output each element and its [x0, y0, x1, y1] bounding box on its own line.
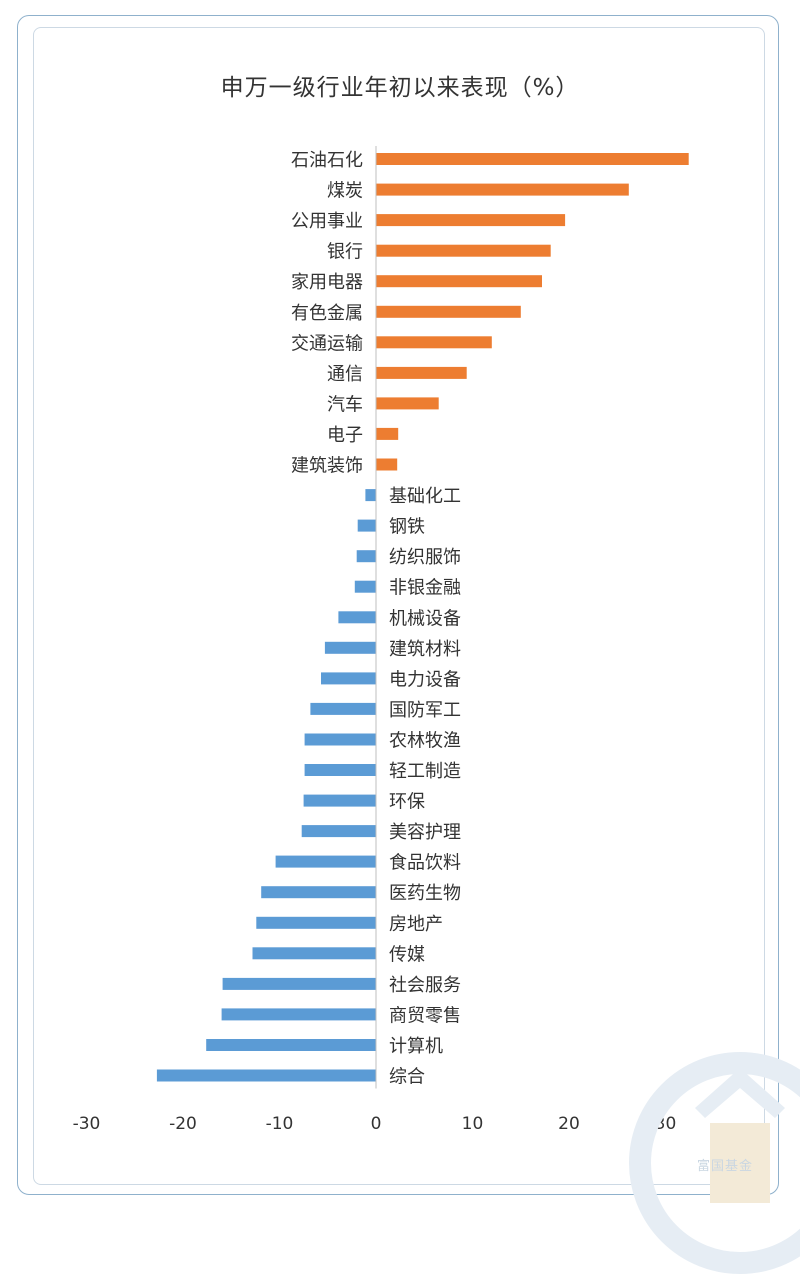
category-label-16: 建筑材料 [389, 639, 461, 660]
category-label-15: 机械设备 [389, 608, 461, 629]
bar-1 [376, 183, 629, 196]
bar-18 [310, 702, 376, 715]
x-tick-label-2: -10 [266, 1114, 294, 1134]
bar-0 [376, 153, 689, 165]
bar-27 [222, 977, 376, 990]
bar-16 [324, 641, 376, 654]
category-label-14: 非银金融 [389, 578, 461, 599]
category-label-12: 钢铁 [389, 517, 425, 538]
category-label-10: 建筑装饰 [291, 456, 363, 477]
category-label-24: 医药生物 [389, 883, 461, 904]
bar-21 [303, 794, 376, 807]
category-label-0: 石油石化 [291, 150, 363, 171]
category-label-4: 家用电器 [291, 272, 363, 293]
category-label-20: 轻工制造 [389, 761, 461, 782]
category-label-8: 汽车 [327, 394, 363, 415]
bar-26 [252, 947, 376, 960]
bar-19 [304, 733, 376, 746]
bar-24 [261, 886, 376, 899]
bar-2 [376, 214, 566, 227]
bar-25 [256, 916, 376, 929]
category-label-22: 美容护理 [389, 822, 461, 843]
bar-17 [321, 672, 376, 685]
bar-14 [354, 580, 376, 593]
category-label-2: 公用事业 [291, 211, 363, 232]
bar-13 [356, 550, 376, 563]
category-label-7: 通信 [327, 364, 363, 385]
outer-frame [17, 15, 779, 1195]
bar-10 [376, 458, 398, 471]
bar-22 [301, 825, 376, 838]
bar-30 [156, 1069, 376, 1082]
category-label-21: 环保 [389, 792, 425, 813]
category-label-9: 电子 [327, 425, 363, 446]
bar-15 [338, 611, 376, 624]
category-label-6: 交通运输 [291, 333, 363, 354]
bar-6 [376, 336, 492, 349]
bar-9 [376, 427, 399, 440]
category-label-30: 综合 [389, 1067, 425, 1088]
category-label-26: 传媒 [389, 944, 425, 965]
x-tick-label-4: 10 [462, 1114, 484, 1134]
category-label-13: 纺织服饰 [389, 547, 461, 568]
x-tick-label-1: -20 [169, 1114, 197, 1134]
x-tick-label-3: 0 [371, 1114, 382, 1134]
bar-4 [376, 275, 542, 288]
inner-frame [33, 27, 765, 1185]
bar-23 [275, 855, 376, 868]
x-tick-label-0: -30 [73, 1114, 101, 1134]
bar-chart: 石油石化煤炭公用事业银行家用电器有色金属交通运输通信汽车电子建筑装饰基础化工钢铁… [73, 146, 689, 1134]
watermark-brand-text: 富国基金 [697, 1159, 754, 1174]
category-label-25: 房地产 [389, 914, 443, 935]
category-label-28: 商贸零售 [389, 1005, 461, 1026]
category-label-27: 社会服务 [389, 975, 461, 996]
x-tick-label-5: 20 [558, 1114, 580, 1134]
category-label-18: 国防军工 [389, 700, 461, 721]
category-label-11: 基础化工 [389, 486, 461, 507]
bar-8 [376, 397, 439, 410]
category-label-5: 有色金属 [291, 303, 363, 324]
bar-12 [357, 519, 376, 532]
category-label-29: 计算机 [389, 1036, 443, 1057]
chart-title: 申万一级行业年初以来表现（%） [220, 75, 580, 101]
bar-28 [221, 1008, 376, 1021]
bar-5 [376, 305, 521, 318]
category-label-19: 农林牧渔 [389, 730, 461, 751]
bar-7 [376, 366, 467, 379]
category-label-23: 食品饮料 [389, 853, 461, 874]
bar-20 [304, 764, 376, 776]
bar-29 [206, 1039, 376, 1051]
category-label-17: 电力设备 [389, 669, 461, 690]
category-label-1: 煤炭 [327, 181, 363, 202]
bar-11 [365, 489, 376, 502]
category-label-3: 银行 [327, 242, 363, 263]
bar-3 [376, 244, 551, 257]
